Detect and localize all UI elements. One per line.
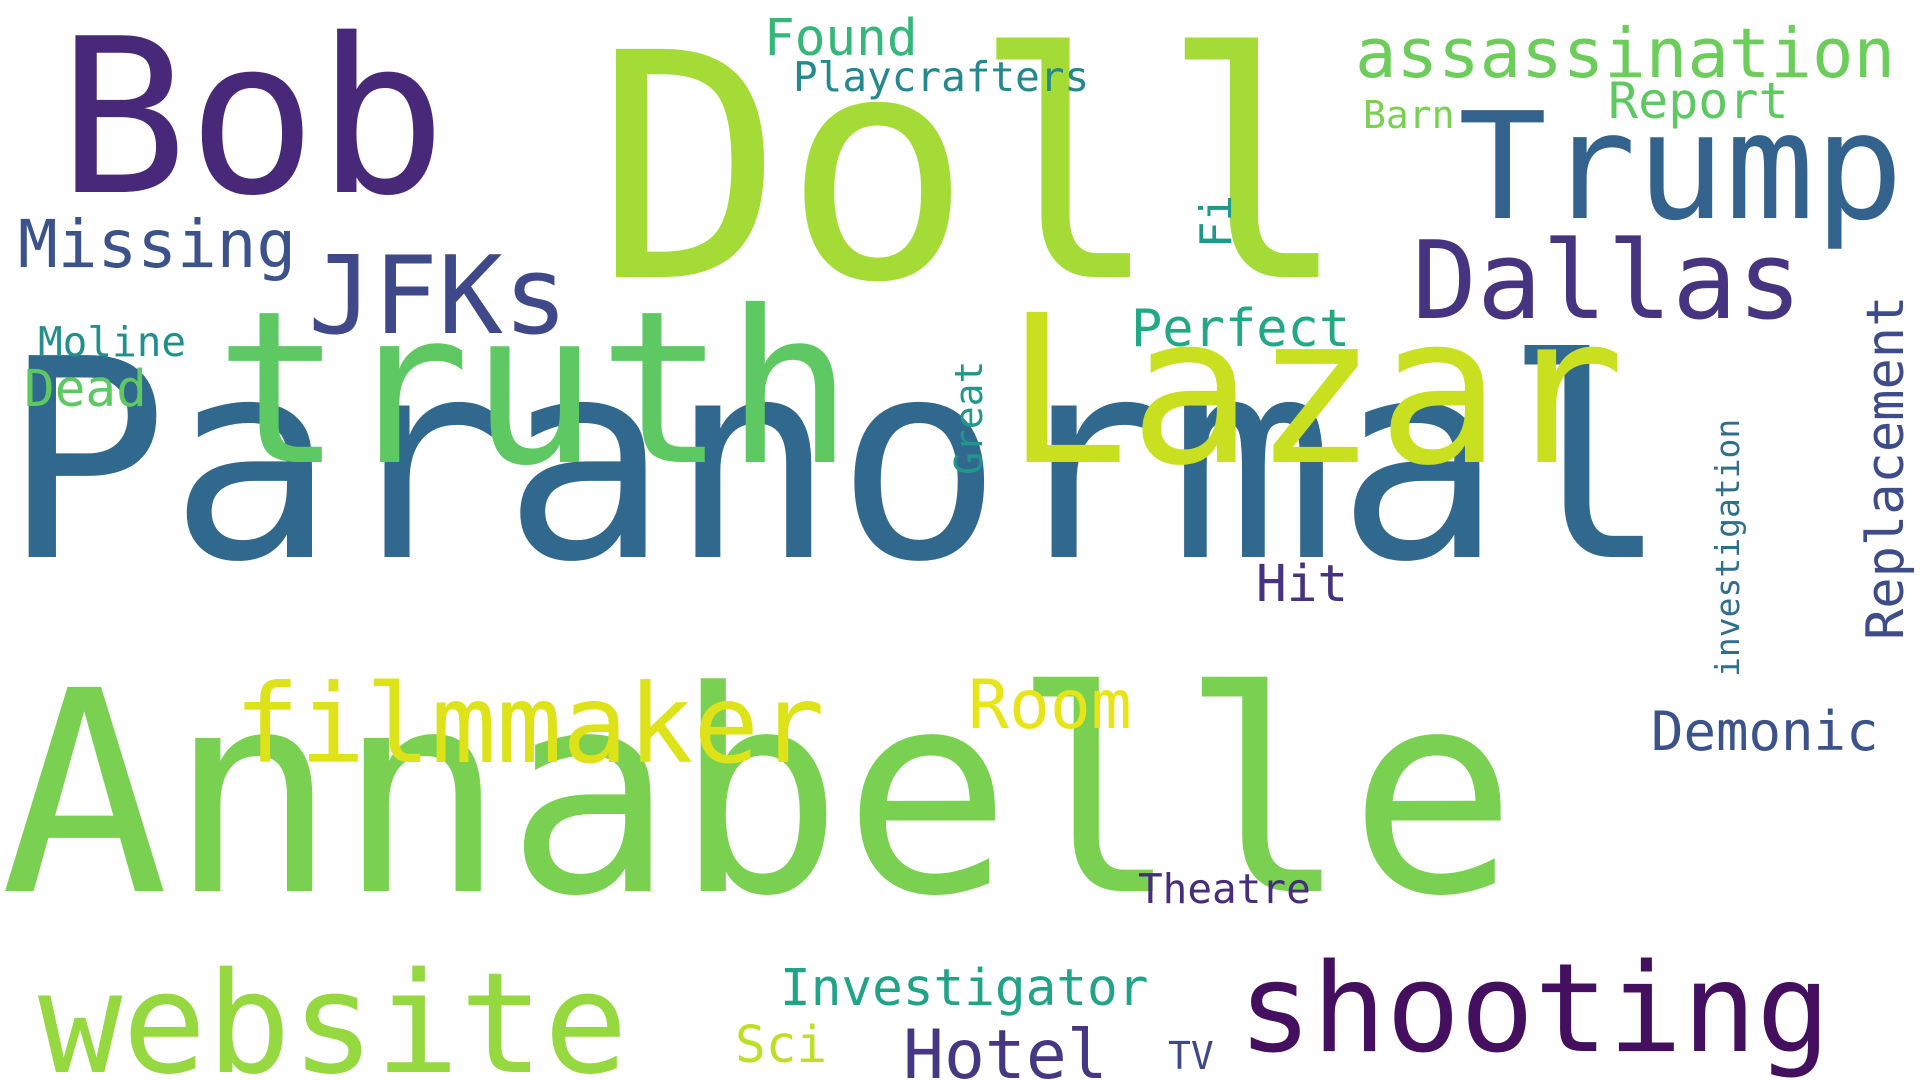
word-jfks: JFKs — [308, 234, 569, 359]
word-filmmaker: filmmaker — [234, 661, 825, 788]
word-hit: Hit — [1256, 555, 1349, 614]
word-annabelle: Annabelle — [0, 632, 1518, 958]
word-dead: Dead — [24, 360, 147, 419]
word-sci: Sci — [735, 1016, 828, 1075]
word-barn: Barn — [1363, 93, 1455, 137]
word-bob: Bob — [58, 0, 447, 243]
word-paranormal: Paranormal — [2, 301, 1670, 623]
word-investigation: investigation — [1708, 418, 1747, 677]
word-perfect: Perfect — [1131, 299, 1351, 359]
word-found: Found — [764, 9, 918, 68]
word-hotel: Hotel — [903, 1016, 1108, 1080]
word-lazar: Lazar — [1005, 271, 1626, 511]
word-great: Great — [947, 360, 991, 475]
word-replacement: Replacement — [1856, 295, 1916, 640]
word-doll: Doll — [595, 0, 1349, 351]
word-report: Report — [1608, 72, 1789, 130]
word-demonic: Demonic — [1651, 700, 1879, 763]
word-investigator: Investigator — [780, 959, 1149, 1018]
word-shooting: shooting — [1238, 938, 1831, 1080]
word-moline: Moline — [38, 318, 187, 366]
word-dallas: Dallas — [1412, 219, 1803, 344]
word-website: website — [38, 943, 629, 1080]
word-fi: Fi — [1191, 195, 1242, 248]
word-assassination: assassination — [1355, 14, 1896, 94]
word-room: Room — [968, 666, 1132, 745]
word-theatre: Theatre — [1138, 865, 1311, 913]
word-truth: truth — [215, 265, 854, 512]
word-tv: TV — [1168, 1034, 1214, 1078]
word-missing: Missing — [18, 206, 297, 283]
word-trump: Trump — [1458, 81, 1904, 253]
word-playcrafters: Playcrafters — [793, 53, 1090, 101]
